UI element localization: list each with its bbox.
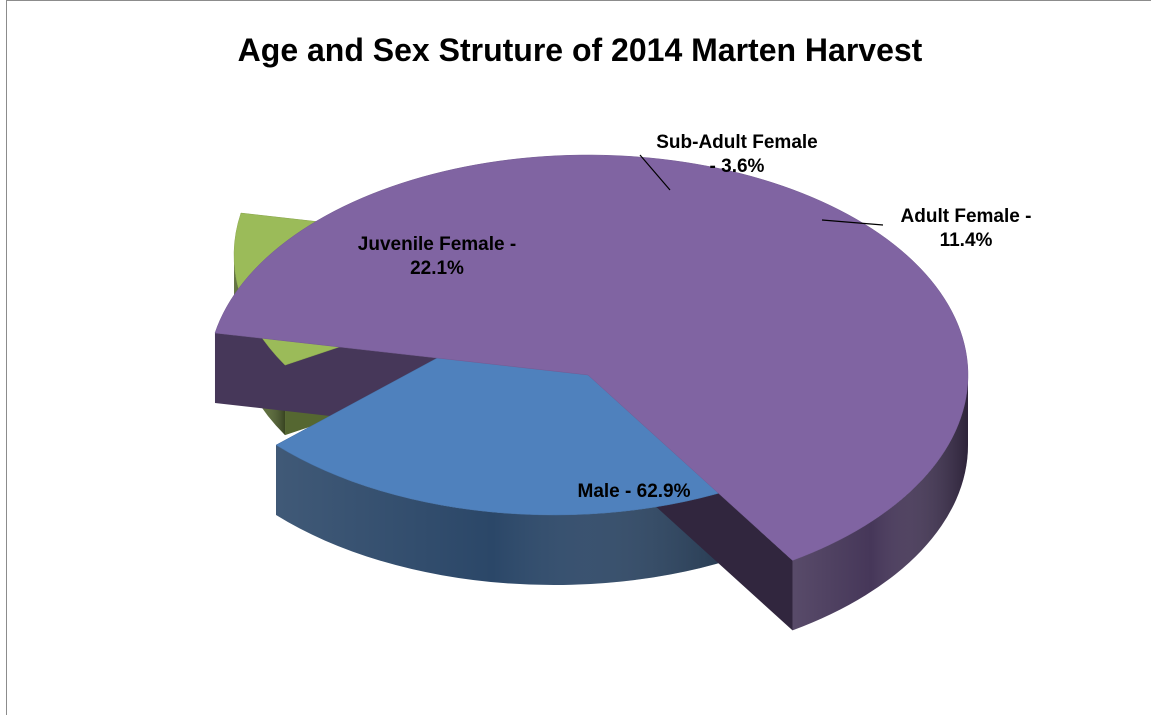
data-label-juvenile-female: Juvenile Female -22.1% (358, 234, 516, 279)
chart-title: Age and Sex Struture of 2014 Marten Harv… (237, 32, 923, 68)
data-label-adult-female: Adult Female -11.4% (901, 206, 1032, 251)
data-label-male: Male - 62.9% (578, 481, 691, 502)
pie-slice-juvenile-female (275, 294, 759, 516)
pie-slice-juvenile-female-side-shade (276, 445, 759, 585)
data-label-sub-adult-female: Sub-Adult Female - 3.6% (656, 132, 818, 177)
leader-line-sub-adult-female (639, 154, 671, 191)
leader-line-adult-female (821, 219, 884, 226)
pie-slice-male (214, 154, 969, 561)
pie-slice-male-side-shade (792, 375, 968, 631)
